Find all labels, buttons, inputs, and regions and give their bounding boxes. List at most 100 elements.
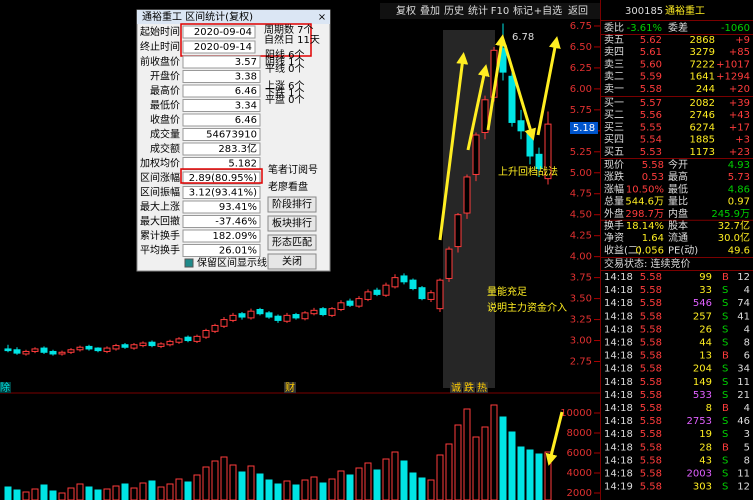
event-marker: 跌	[464, 381, 474, 394]
volume-bar	[436, 454, 444, 500]
field-value: 6.46	[235, 115, 257, 126]
volume-bar	[13, 489, 21, 500]
toolbar-button: 历史	[444, 5, 464, 17]
field-box	[182, 99, 261, 112]
tick-side: S	[722, 482, 728, 493]
tick-volume: 19	[699, 429, 712, 440]
tick-count: 4	[744, 285, 750, 296]
candle-body	[157, 343, 165, 347]
tick-price: 5.58	[640, 351, 662, 362]
button[interactable]: 形态匹配	[272, 236, 312, 249]
checkbox-label: 保留区间显示线	[197, 256, 267, 269]
end-date: 2020-09-14	[194, 42, 252, 53]
tick-side: B	[722, 403, 729, 414]
order-volume: 244	[696, 84, 715, 95]
stat-label: 量比	[668, 196, 688, 208]
arrow	[486, 34, 508, 131]
note: 笔者订阅号	[268, 163, 318, 176]
arrow	[536, 36, 561, 136]
candle-body	[67, 349, 75, 353]
candle-body	[355, 298, 363, 307]
stat-value: 49.6	[728, 245, 750, 256]
y-tick-label: 5.75	[570, 105, 592, 116]
candle-body	[526, 132, 534, 157]
volume-bar	[49, 490, 57, 500]
volume-bar	[301, 479, 309, 500]
tick-price: 5.58	[640, 416, 662, 427]
candle-body	[139, 342, 147, 347]
order-change: +20	[729, 84, 750, 95]
candle-body	[445, 248, 453, 279]
button[interactable]: 关闭	[282, 255, 302, 268]
close-x[interactable]: ×	[318, 12, 326, 23]
field-box	[182, 200, 261, 214]
candle-body	[310, 309, 318, 315]
y-tick-label: 4.50	[570, 210, 592, 221]
candle-body	[544, 123, 552, 180]
y-tick-label: 5.00	[570, 168, 592, 179]
field-box	[182, 186, 261, 199]
button-frame[interactable]	[267, 196, 317, 213]
volume-bar	[139, 482, 147, 500]
order-price: 5.61	[640, 47, 662, 58]
button-frame[interactable]	[267, 253, 317, 270]
stat-value: 245.9万	[711, 209, 750, 220]
field-value: 93.41%	[219, 202, 257, 213]
field-label: 区间振幅	[140, 186, 180, 199]
volume-bar	[211, 460, 219, 500]
order-change: +9	[735, 35, 750, 46]
trade-status: 交易状态: 连续竞价	[604, 257, 691, 270]
order-change: +1017	[716, 59, 750, 70]
tick-side: S	[722, 364, 728, 375]
order-level: 卖二	[604, 71, 624, 83]
tick-volume: 44	[699, 338, 712, 349]
annotation: 说明主力资金介入	[487, 301, 567, 314]
volume-bar	[283, 480, 291, 500]
candle-body	[40, 347, 48, 353]
candle-body	[283, 314, 291, 322]
tick-volume: 43	[699, 455, 712, 466]
button[interactable]: 阶段排行	[272, 198, 312, 211]
stat-label: 换手	[604, 219, 624, 232]
volume-bar	[373, 469, 381, 500]
tick-volume: 2753	[687, 416, 712, 427]
stat-value: 1.64	[642, 233, 664, 244]
count-info: 阴线 1个	[265, 55, 305, 68]
field-value: 182.09%	[213, 231, 258, 242]
order-level: 卖三	[604, 58, 624, 70]
order-volume: 1173	[690, 147, 715, 158]
button[interactable]: 板块排行	[272, 217, 312, 230]
candle-body	[220, 319, 228, 327]
field-box	[182, 40, 256, 54]
checkbox[interactable]	[184, 258, 194, 268]
stat-value: 10.50%	[626, 184, 664, 195]
button-frame[interactable]	[267, 234, 317, 251]
tick-time: 14:19	[604, 482, 633, 493]
tick-side: S	[722, 377, 728, 388]
tick-price: 5.58	[640, 455, 662, 466]
field-value: 3.12(93.41%)	[189, 188, 257, 199]
volume-bar	[328, 478, 336, 500]
candle-body	[193, 335, 201, 342]
tick-price: 5.58	[640, 390, 662, 401]
candle-body	[256, 309, 264, 315]
toolbar-button: 叠加	[420, 5, 440, 17]
volume-bar	[499, 416, 507, 500]
start-date: 2020-09-04	[194, 27, 252, 38]
field-value: 3.57	[235, 57, 257, 68]
volume-bar	[310, 476, 318, 500]
volume-bar	[220, 456, 228, 500]
order-price: 5.59	[640, 72, 662, 83]
event-marker: 热	[477, 381, 487, 394]
field-label: 前收盘价	[140, 55, 180, 68]
candle-body	[49, 350, 57, 355]
arrow	[545, 411, 564, 466]
stock-code: 300185	[625, 6, 663, 17]
button-frame[interactable]	[267, 215, 317, 232]
volume-bar	[400, 460, 408, 500]
volume-bar	[130, 487, 138, 500]
tick-volume: 99	[699, 272, 712, 283]
plot: 6.756.506.256.005.755.505.255.004.754.50…	[0, 21, 600, 500]
candle-body	[4, 348, 12, 352]
